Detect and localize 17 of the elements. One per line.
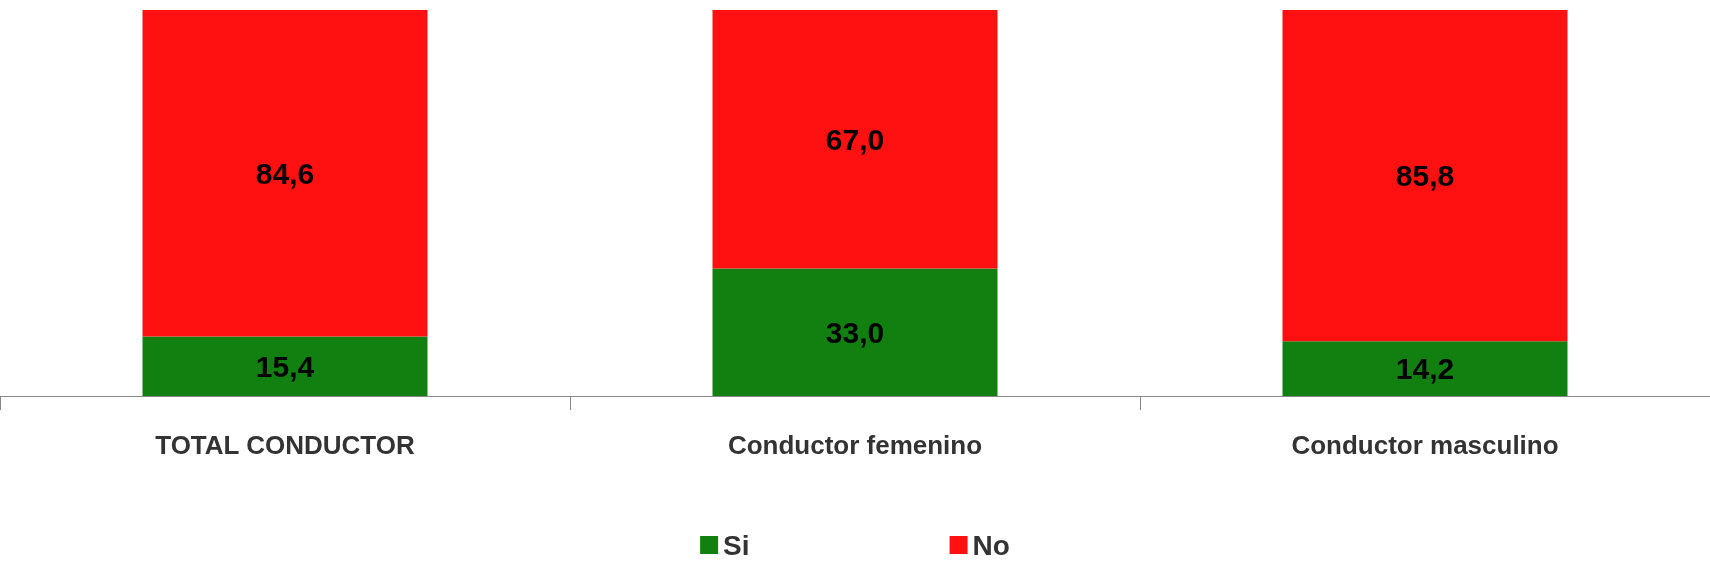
bar [1282, 341, 1568, 396]
bar [1282, 10, 1568, 342]
data-label: 84,6 [255, 156, 315, 190]
x-tick-label: Conductor femenino [727, 430, 983, 460]
data-label: 85,8 [1395, 159, 1455, 193]
legend-label: No [972, 529, 1010, 561]
bar [142, 336, 428, 396]
legend-label: Si [723, 529, 750, 561]
data-label: 14,2 [1395, 352, 1455, 386]
data-label: 15,4 [255, 349, 315, 383]
data-label: 67,0 [825, 122, 885, 156]
bar [142, 10, 428, 337]
x-tick-label: TOTAL CONDUCTOR [155, 430, 415, 460]
bar [712, 268, 998, 396]
data-label: 33,0 [825, 315, 885, 349]
bar [712, 10, 998, 269]
x-tick-label: Conductor masculino [1291, 430, 1559, 460]
